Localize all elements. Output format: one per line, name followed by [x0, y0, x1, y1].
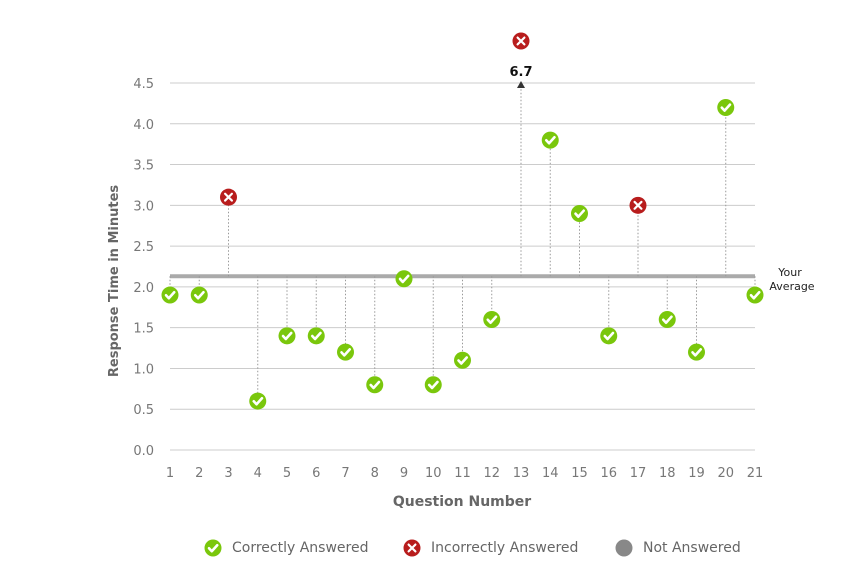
x-icon: [224, 192, 233, 202]
point-correct: [424, 376, 442, 394]
x-tick-label: 5: [283, 466, 291, 481]
point-correct: [483, 311, 501, 329]
point-correct: [600, 327, 618, 345]
x-tick-labels: 1 2 3 4 5 6 7 8 9 10 11 12 13 14 15 16 17 18 19 20 21: [166, 466, 763, 481]
x-tick-label: 11: [454, 466, 471, 481]
x-tick-label: 3: [224, 466, 232, 481]
check-icon: [486, 315, 498, 325]
check-icon: [369, 380, 381, 390]
check-icon: [457, 356, 468, 365]
y-tick-labels: 0.0 0.5 1.0 1.5 2.0 2.5 3.0 3.5 4.0 4.5: [133, 77, 154, 459]
y-tick-label: 0.5: [133, 403, 154, 418]
off-scale-value-label: 6.7: [509, 65, 532, 80]
x-tick-label: 6: [312, 466, 320, 481]
average-label-line1: Your: [777, 266, 802, 279]
check-icon: [340, 348, 351, 357]
x-tick-label: 12: [483, 466, 500, 481]
x-tick-label: 8: [371, 466, 379, 481]
y-tick-label: 4.0: [133, 118, 154, 133]
point-correct: [541, 131, 559, 149]
check-icon: [574, 209, 585, 218]
point-correct: [337, 343, 354, 361]
x-tick-label: 20: [717, 466, 734, 481]
x-tick-label: 14: [542, 466, 559, 481]
legend-label-correct: Correctly Answered: [232, 540, 369, 556]
y-tick-label: 2.5: [133, 240, 154, 255]
y-tick-label: 2.0: [133, 281, 154, 296]
x-icon: [633, 200, 643, 210]
point-incorrect: [512, 32, 530, 50]
point-correct: [366, 376, 384, 394]
x-tick-label: 18: [659, 466, 676, 481]
average-label-line2: Average: [769, 280, 814, 293]
point-incorrect: [629, 196, 647, 214]
x-tick-label: 15: [571, 466, 588, 481]
stems: [169, 87, 756, 402]
point-correct: [395, 270, 413, 288]
y-tick-label: 0.0: [133, 444, 154, 459]
check-icon: [398, 274, 410, 284]
off-scale-arrow: [517, 81, 525, 88]
point-incorrect: [220, 188, 237, 206]
x-tick-label: 16: [600, 466, 617, 481]
legend: Correctly Answered Incorrectly Answered …: [0, 536, 865, 560]
check-icon: [193, 290, 205, 300]
check-icon: [427, 380, 439, 390]
legend-item-correct: Correctly Answered: [203, 536, 368, 560]
y-axis-label: Response Time in Minutes: [107, 185, 122, 378]
check-icon: [691, 348, 702, 357]
check-icon: [720, 103, 732, 112]
point-correct: [658, 311, 676, 329]
point-correct: [454, 351, 471, 369]
x-tick-label: 1: [166, 466, 174, 481]
point-correct: [278, 327, 296, 345]
x-tick-label: 4: [254, 466, 262, 481]
check-circle-icon: [204, 539, 222, 557]
point-correct: [307, 327, 325, 345]
point-correct: [688, 343, 705, 361]
point-correct: [717, 98, 735, 116]
x-tick-label: 7: [341, 466, 349, 481]
gray-circle-icon: [615, 539, 633, 557]
check-icon: [281, 331, 293, 341]
y-tick-label: 1.5: [133, 322, 154, 337]
point-correct: [190, 286, 208, 304]
x-tick-label: 17: [630, 466, 647, 481]
y-tick-label: 3.0: [133, 199, 154, 214]
point-correct: [746, 286, 764, 304]
x-tick-label: 21: [747, 466, 764, 481]
point-correct: [161, 286, 179, 304]
legend-label-incorrect: Incorrectly Answered: [431, 540, 579, 556]
check-icon: [310, 331, 322, 341]
x-circle-icon: [403, 539, 421, 557]
check-icon: [252, 396, 264, 406]
check-icon: [164, 290, 176, 300]
check-icon: [603, 331, 615, 341]
y-tick-label: 1.0: [133, 362, 154, 377]
check-icon: [749, 290, 761, 300]
legend-item-incorrect: Incorrectly Answered: [402, 536, 578, 560]
x-tick-label: 2: [195, 466, 203, 481]
x-tick-label: 13: [513, 466, 530, 481]
x-tick-label: 19: [688, 466, 705, 481]
point-correct: [249, 392, 267, 410]
point-correct: [571, 204, 588, 222]
data-points: 6.7: [161, 32, 764, 410]
x-tick-label: 10: [425, 466, 442, 481]
x-tick-label: 9: [400, 466, 408, 481]
x-axis-label: Question Number: [393, 494, 531, 510]
y-tick-label: 4.5: [133, 77, 154, 92]
y-tick-label: 3.5: [133, 159, 154, 174]
x-icon: [516, 36, 526, 46]
legend-item-not-answered: Not Answered: [614, 536, 741, 560]
check-icon: [544, 135, 556, 145]
check-icon: [661, 315, 673, 325]
legend-label-not-answered: Not Answered: [643, 540, 741, 556]
